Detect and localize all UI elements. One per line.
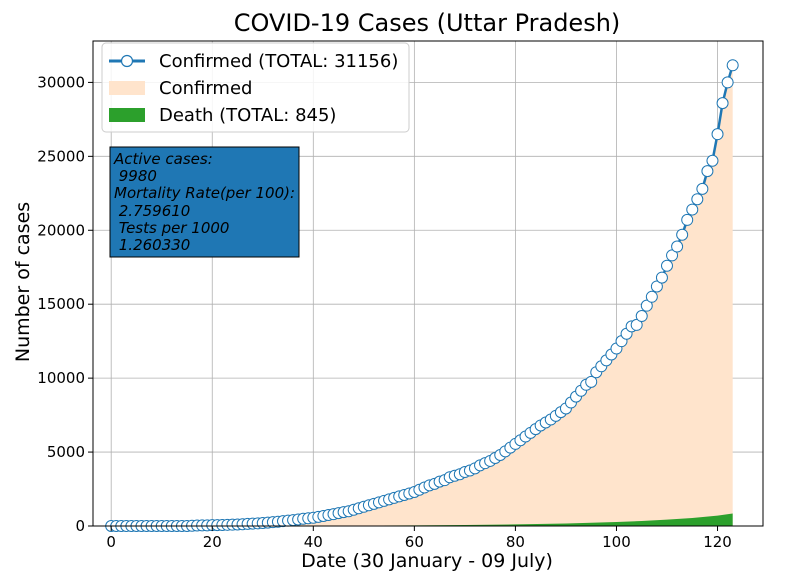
- x-axis-label: Date (30 January - 09 July): [301, 550, 553, 572]
- axis-ticks: 0 20 40 60 80 100 120 0 5000 10000 15000 20000 25000…: [37, 73, 732, 551]
- confirmed-point: [711, 128, 724, 141]
- confirmed-point: [691, 193, 704, 206]
- confirmed-point: [701, 165, 714, 178]
- y-tick-label: 30000: [37, 73, 85, 91]
- confirmed-point: [706, 154, 719, 167]
- x-tick-label: 100: [602, 533, 631, 551]
- chart-title: COVID-19 Cases (Uttar Pradesh): [234, 9, 621, 37]
- info-box-background: [109, 146, 300, 258]
- info-line-mortality-value: 2.759610: [114, 202, 190, 220]
- y-tick-label: 25000: [37, 147, 85, 165]
- area-fills: [111, 65, 733, 526]
- confirmed-point: [721, 76, 734, 89]
- info-line-tests-label: Tests per 1000: [114, 219, 229, 237]
- confirmed-point: [676, 228, 689, 241]
- info-line-active-label: Active cases:: [113, 150, 213, 168]
- confirmed-point: [640, 299, 653, 312]
- x-tick-label: 0: [106, 533, 116, 551]
- legend: Confirmed (TOTAL: 31156) Confirmed Death…: [101, 42, 410, 133]
- legend-frame: [101, 42, 410, 133]
- info-box: Active cases: 9980 Mortality Rate(per 10…: [0, 0, 338, 258]
- confirmed-point: [655, 271, 668, 284]
- confirmed-markers: [105, 59, 739, 532]
- confirmed-point: [585, 375, 598, 388]
- confirmed-point: [726, 59, 739, 72]
- x-tick-label: 20: [203, 533, 222, 551]
- y-tick-label: 10000: [37, 369, 85, 387]
- confirmed-point: [716, 97, 729, 110]
- info-line-active-value: 9980: [114, 167, 157, 185]
- info-line-tests-value: 1.260330: [114, 236, 190, 254]
- death-area: [111, 513, 733, 526]
- legend-confirmed-fill-swatch: [109, 81, 145, 95]
- legend-label-death-total: Death (TOTAL: 845): [159, 105, 336, 126]
- legend-confirmed-marker-swatch: [120, 54, 134, 68]
- confirmed-point: [666, 249, 679, 262]
- y-axis-label: Number of cases: [12, 202, 34, 362]
- legend-label-confirmed-total: Confirmed (TOTAL: 31156): [159, 51, 398, 72]
- confirmed-point: [671, 240, 684, 253]
- info-box-text: Active cases: 9980 Mortality Rate(per 10…: [0, 0, 338, 254]
- x-tick-label: 120: [703, 533, 732, 551]
- confirmed-point: [630, 318, 643, 331]
- y-tick-label: 20000: [37, 221, 85, 239]
- x-tick-label: 80: [506, 533, 525, 551]
- confirmed-point: [645, 290, 658, 303]
- confirmed-point: [681, 213, 694, 226]
- confirmed-area: [111, 65, 733, 526]
- info-line-mortality-label: Mortality Rate(per 100):: [114, 184, 295, 202]
- confirmed-point: [696, 182, 709, 195]
- x-tick-label: 60: [405, 533, 424, 551]
- confirmed-point: [660, 259, 673, 272]
- x-tick-label: 40: [304, 533, 323, 551]
- legend-death-fill-swatch: [109, 108, 145, 122]
- y-tick-label: 0: [75, 517, 85, 535]
- plot-frame: [92, 40, 764, 527]
- legend-label-confirmed: Confirmed: [159, 78, 252, 99]
- confirmed-point: [650, 280, 663, 293]
- y-tick-label: 15000: [37, 295, 85, 313]
- confirmed-point: [686, 203, 699, 216]
- y-tick-label: 5000: [47, 443, 85, 461]
- confirmed-point: [635, 310, 648, 323]
